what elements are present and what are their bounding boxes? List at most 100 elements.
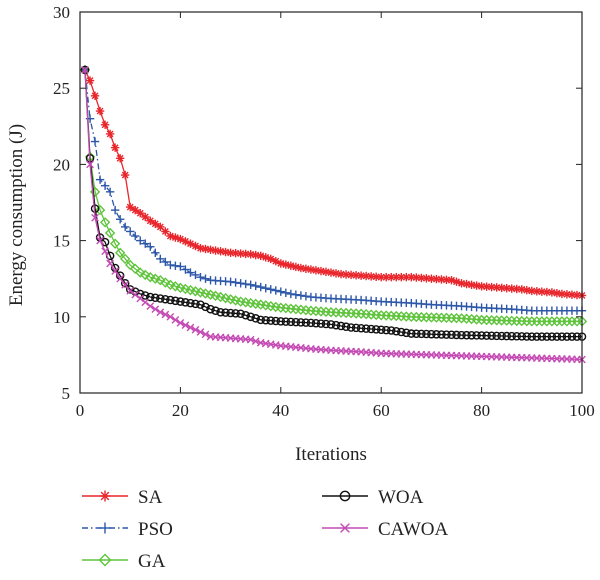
data-point bbox=[256, 315, 265, 325]
legend-item-cawoa: CAWOA bbox=[322, 519, 449, 540]
data-point bbox=[502, 331, 511, 341]
legend-item-sa: SA bbox=[82, 487, 163, 508]
data-point bbox=[266, 316, 276, 325]
data-point bbox=[90, 137, 100, 146]
data-point bbox=[316, 266, 326, 276]
data-point bbox=[160, 277, 171, 288]
y-tick-label: 25 bbox=[53, 79, 70, 98]
data-point bbox=[201, 274, 210, 283]
data-point bbox=[276, 287, 285, 296]
legend-item-pso: PSO bbox=[82, 519, 173, 540]
x-tick-label: 0 bbox=[76, 401, 85, 420]
data-point bbox=[226, 277, 235, 286]
data-point bbox=[131, 231, 140, 241]
data-point bbox=[356, 323, 366, 333]
data-point bbox=[151, 248, 160, 257]
series-line bbox=[84, 69, 583, 297]
data-point bbox=[126, 202, 135, 212]
data-point bbox=[171, 296, 180, 306]
legend-label: SA bbox=[138, 487, 163, 508]
data-point bbox=[462, 330, 471, 340]
data-point bbox=[296, 291, 306, 300]
data-point bbox=[472, 331, 481, 340]
data-point bbox=[171, 261, 180, 270]
y-tick-label: 30 bbox=[53, 3, 70, 22]
data-point bbox=[286, 289, 296, 299]
data-point bbox=[326, 268, 336, 277]
data-point bbox=[276, 259, 285, 268]
data-point bbox=[246, 280, 255, 289]
data-point bbox=[552, 332, 562, 341]
data-point bbox=[256, 282, 265, 292]
data-point bbox=[161, 310, 170, 319]
data-point bbox=[99, 522, 111, 534]
data-point bbox=[296, 263, 306, 273]
data-point bbox=[98, 553, 112, 567]
data-point bbox=[261, 284, 270, 293]
legend-label: WOA bbox=[378, 487, 424, 508]
data-point bbox=[186, 268, 195, 277]
data-point bbox=[130, 263, 141, 274]
data-point bbox=[567, 332, 577, 341]
axes-layer: 0 20 40 60 80 100 5 10 15 20 25 30 bbox=[53, 3, 595, 420]
data-point bbox=[211, 246, 220, 255]
data-point bbox=[316, 319, 326, 328]
data-point bbox=[115, 215, 125, 224]
data-point bbox=[140, 291, 150, 300]
data-point bbox=[537, 332, 547, 341]
data-point bbox=[201, 302, 210, 312]
data-point bbox=[281, 288, 291, 297]
data-point bbox=[191, 325, 200, 334]
data-point bbox=[196, 328, 205, 336]
data-point bbox=[291, 317, 301, 327]
data-point bbox=[246, 312, 255, 322]
data-point bbox=[109, 238, 121, 249]
data-point bbox=[99, 217, 111, 228]
data-point bbox=[442, 330, 451, 339]
y-tick-label: 15 bbox=[53, 232, 70, 251]
data-point bbox=[507, 331, 516, 341]
data-point bbox=[477, 331, 486, 340]
data-point bbox=[386, 326, 396, 335]
data-point bbox=[105, 187, 115, 197]
data-point bbox=[146, 292, 155, 302]
series-line bbox=[84, 69, 582, 323]
data-point bbox=[477, 282, 486, 291]
data-point bbox=[432, 330, 441, 339]
data-point bbox=[281, 260, 291, 269]
data-point bbox=[251, 314, 260, 323]
data-point bbox=[492, 331, 501, 341]
data-point bbox=[186, 323, 195, 332]
y-tick-label: 5 bbox=[62, 384, 71, 403]
data-point bbox=[291, 262, 301, 272]
data-point bbox=[111, 267, 119, 275]
x-tick-label: 40 bbox=[272, 401, 289, 420]
data-point bbox=[100, 181, 110, 190]
data-point bbox=[81, 66, 89, 74]
data-point bbox=[151, 293, 160, 303]
data-point bbox=[241, 311, 250, 320]
data-point bbox=[151, 305, 160, 314]
data-point bbox=[176, 262, 185, 271]
y-tick-label: 20 bbox=[53, 155, 70, 174]
data-point bbox=[467, 331, 476, 340]
data-point bbox=[271, 286, 280, 295]
data-point bbox=[156, 308, 165, 317]
data-point bbox=[301, 318, 311, 327]
data-point bbox=[417, 273, 426, 283]
data-point bbox=[95, 106, 105, 116]
data-point bbox=[547, 332, 557, 341]
data-point bbox=[181, 321, 190, 330]
data-point bbox=[261, 315, 271, 325]
legend-label: CAWOA bbox=[378, 519, 449, 540]
data-point bbox=[221, 308, 230, 317]
legend-label: PSO bbox=[138, 519, 173, 540]
data-point bbox=[306, 318, 316, 328]
data-point bbox=[161, 257, 170, 267]
data-point bbox=[512, 332, 522, 341]
series-line bbox=[84, 69, 583, 361]
y-axis-label: Energy consumption (J) bbox=[6, 124, 27, 306]
data-point bbox=[125, 285, 135, 294]
data-point bbox=[412, 329, 421, 338]
